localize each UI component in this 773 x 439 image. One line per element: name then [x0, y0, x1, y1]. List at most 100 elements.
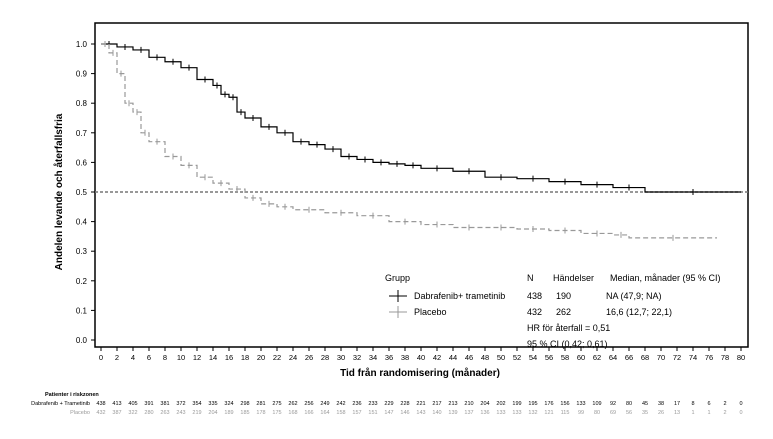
x-tick-label: 44 [449, 353, 457, 362]
legend: Grupp N Händelser Median, månader (95 % … [385, 273, 721, 349]
y-tick-label: 0.5 [76, 188, 88, 197]
legend-header-median: Median, månader (95 % CI) [610, 273, 721, 283]
hazard-ratio: HR för återfall = 0,51 [527, 323, 610, 333]
legend-events-placebo: 262 [556, 307, 571, 317]
risk-count: 217 [432, 401, 441, 407]
risk-count: 229 [384, 401, 393, 407]
y-tick-label: 0.3 [76, 247, 88, 256]
risk-count: 263 [160, 410, 169, 416]
risk-count: 156 [560, 401, 569, 407]
km-curve-dabrafenib [101, 43, 741, 193]
x-tick-label: 30 [337, 353, 345, 362]
hazard-ratio-ci: 95 % CI (0,42; 0,61) [527, 339, 608, 349]
y-tick-label: 0.0 [76, 336, 88, 345]
risk-count: 133 [496, 410, 505, 416]
risk-count: 2 [723, 401, 726, 407]
x-tick-label: 42 [433, 353, 441, 362]
risk-count: 432 [96, 410, 105, 416]
risk-count: 1 [691, 410, 694, 416]
risk-count: 0 [739, 401, 742, 407]
x-tick-label: 28 [321, 353, 329, 362]
x-tick-label: 54 [529, 353, 537, 362]
x-tick-label: 36 [385, 353, 393, 362]
risk-count: 1 [707, 410, 710, 416]
risk-count: 213 [448, 401, 457, 407]
risk-count: 204 [480, 401, 489, 407]
risk-count: 0 [739, 410, 742, 416]
x-tick-label: 12 [193, 353, 201, 362]
x-tick-label: 14 [209, 353, 217, 362]
risk-count: 99 [578, 410, 584, 416]
risk-count: 146 [400, 410, 409, 416]
risk-count: 185 [240, 410, 249, 416]
risk-count: 80 [626, 401, 632, 407]
risk-count: 69 [610, 410, 616, 416]
x-tick-label: 18 [241, 353, 249, 362]
risk-count: 137 [464, 410, 473, 416]
y-tick-label: 0.1 [76, 306, 88, 315]
legend-header-events: Händelser [553, 273, 594, 283]
risk-count: 372 [176, 401, 185, 407]
x-tick-label: 66 [625, 353, 633, 362]
risk-count: 210 [464, 401, 473, 407]
x-tick-label: 56 [545, 353, 553, 362]
risk-count: 262 [288, 401, 297, 407]
km-curve-placebo [101, 43, 717, 239]
risk-count: 158 [336, 410, 345, 416]
risk-count: 204 [208, 410, 217, 416]
risk-count: 199 [512, 401, 521, 407]
legend-n-dabrafenib: 438 [527, 291, 542, 301]
x-tick-label: 64 [609, 353, 617, 362]
risk-count: 92 [610, 401, 616, 407]
x-tick-label: 32 [353, 353, 361, 362]
x-tick-label: 10 [177, 353, 185, 362]
y-tick-label: 0.2 [76, 277, 88, 286]
x-tick-label: 70 [657, 353, 665, 362]
x-tick-label: 22 [273, 353, 281, 362]
risk-count: 189 [224, 410, 233, 416]
y-tick-label: 0.7 [76, 129, 88, 138]
risk-count: 438 [96, 401, 105, 407]
x-tick-label: 52 [513, 353, 521, 362]
y-tick-label: 0.9 [76, 70, 88, 79]
risk-count: 80 [594, 410, 600, 416]
legend-label-dabrafenib: Dabrafenib+ trametinib [414, 291, 505, 301]
risk-count: 275 [272, 401, 281, 407]
risk-count: 387 [112, 410, 121, 416]
y-tick-label: 0.6 [76, 158, 88, 167]
risk-table-title: Patienter i riskzonen [45, 392, 99, 398]
risk-count: 151 [368, 410, 377, 416]
x-tick-label: 46 [465, 353, 473, 362]
risk-count: 6 [707, 401, 710, 407]
risk-count: 236 [352, 401, 361, 407]
legend-marker-placebo [389, 306, 407, 318]
risk-count: 256 [304, 401, 313, 407]
risk-count: 280 [144, 410, 153, 416]
legend-events-dabrafenib: 190 [556, 291, 571, 301]
risk-count: 13 [674, 410, 680, 416]
legend-n-placebo: 432 [527, 307, 542, 317]
risk-count: 335 [208, 401, 217, 407]
risk-count: 26 [658, 410, 664, 416]
x-tick-label: 72 [673, 353, 681, 362]
risk-count: 38 [658, 401, 664, 407]
risk-count: 176 [544, 401, 553, 407]
y-tick-label: 0.8 [76, 99, 88, 108]
risk-count: 281 [256, 401, 265, 407]
risk-count: 8 [691, 401, 694, 407]
risk-count: 140 [432, 410, 441, 416]
risk-count: 219 [192, 410, 201, 416]
x-tick-label: 80 [737, 353, 745, 362]
risk-count: 195 [528, 401, 537, 407]
risk-row-label-dabrafenib: Dabrafenib + Trametinib [31, 401, 90, 407]
risk-count: 413 [112, 401, 121, 407]
legend-header-group: Grupp [385, 273, 410, 283]
risk-count: 243 [176, 410, 185, 416]
x-tick-label: 16 [225, 353, 233, 362]
risk-count: 109 [592, 401, 601, 407]
x-tick-label: 4 [131, 353, 135, 362]
risk-count: 133 [576, 401, 585, 407]
x-tick-label: 76 [705, 353, 713, 362]
risk-count: 133 [512, 410, 521, 416]
x-tick-label: 74 [689, 353, 697, 362]
